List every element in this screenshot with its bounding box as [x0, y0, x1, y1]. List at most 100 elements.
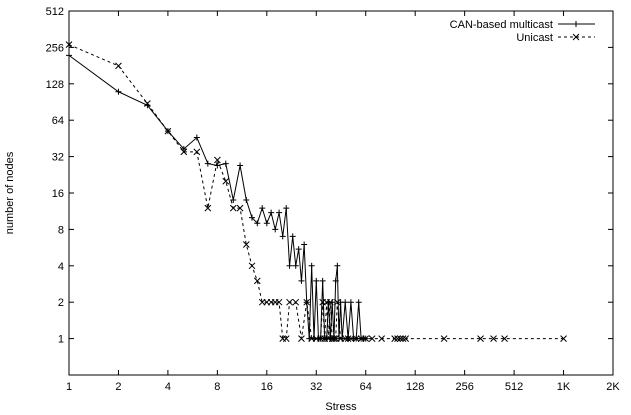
data-point-unicast: [440, 335, 448, 342]
data-point-unicast: [344, 335, 352, 342]
x-tick-label: 128: [406, 381, 424, 393]
data-point-unicast: [214, 156, 221, 164]
data-point-can-multicast: [332, 277, 339, 284]
data-point-unicast: [330, 335, 338, 342]
data-point-unicast: [347, 335, 355, 342]
data-point-unicast: [242, 241, 250, 248]
data-point-unicast: [275, 298, 283, 306]
data-point-unicast: [65, 41, 73, 48]
data-point-can-multicast: [319, 277, 326, 284]
data-point-unicast: [327, 298, 334, 306]
y-tick-label: 512: [46, 6, 64, 18]
data-point-unicast: [303, 298, 311, 306]
legend-marker-can-multicast: [573, 21, 579, 27]
x-tick-label: 1: [66, 381, 72, 393]
data-point-unicast: [193, 148, 201, 156]
data-point-unicast: [253, 277, 261, 285]
data-point-can-multicast: [301, 241, 308, 248]
data-point-unicast: [501, 335, 508, 342]
data-point-can-multicast: [272, 226, 279, 233]
data-point-unicast: [286, 298, 293, 306]
data-point-unicast: [282, 335, 290, 342]
x-tick-label: 32: [310, 381, 322, 393]
data-point-unicast: [248, 262, 256, 270]
data-point-unicast: [164, 127, 172, 135]
data-point-can-multicast: [342, 299, 349, 306]
data-point-unicast: [352, 335, 360, 342]
legend-entry-can-multicast: CAN-based multicast: [450, 19, 595, 31]
legend-label-can-multicast: CAN-based multicast: [450, 19, 553, 31]
legend-marker-unicast: [572, 33, 580, 41]
data-point-can-multicast: [237, 162, 244, 169]
data-point-can-multicast: [289, 233, 296, 240]
data-point-can-multicast: [222, 160, 229, 167]
data-point-unicast: [560, 335, 567, 342]
x-tick-label: 64: [360, 381, 372, 393]
data-point-can-multicast: [243, 197, 250, 204]
data-point-can-multicast: [214, 162, 221, 169]
series-line-can-multicast: [68, 54, 366, 340]
data-point-unicast: [204, 204, 212, 212]
data-point-unicast: [180, 148, 188, 156]
x-tick-label: 16: [261, 381, 273, 393]
data-point-can-multicast: [279, 233, 286, 240]
data-point-can-multicast: [268, 209, 275, 216]
data-point-unicast: [368, 335, 376, 342]
data-point-unicast: [399, 335, 407, 342]
x-tick-label: 512: [505, 381, 523, 393]
data-point-unicast: [333, 298, 341, 306]
data-point-unicast: [402, 335, 410, 342]
x-tick-label: 4: [165, 381, 171, 393]
y-tick-label: 128: [46, 79, 64, 91]
data-point-can-multicast: [292, 262, 299, 269]
series-line-unicast: [68, 44, 564, 340]
x-tick-label: 8: [214, 381, 220, 393]
data-point-can-multicast: [115, 88, 122, 95]
data-point-unicast: [298, 335, 305, 342]
data-point-unicast: [236, 204, 244, 212]
data-point-can-multicast: [230, 197, 237, 204]
y-tick-label: 64: [52, 115, 64, 127]
x-tick-label: 2K: [606, 381, 620, 393]
legend-label-unicast: Unicast: [516, 32, 553, 44]
data-point-unicast: [292, 298, 300, 306]
data-point-can-multicast: [259, 205, 266, 212]
data-point-unicast: [332, 335, 340, 342]
y-tick-label: 4: [58, 261, 64, 273]
legend-entry-unicast: Unicast: [516, 32, 595, 44]
data-point-unicast: [378, 335, 386, 342]
data-point-can-multicast: [283, 205, 290, 212]
data-point-unicast: [222, 177, 230, 185]
data-point-can-multicast: [193, 134, 200, 141]
data-point-can-multicast: [355, 299, 362, 306]
data-point-unicast: [229, 204, 237, 212]
data-point-can-multicast: [313, 277, 320, 284]
x-tick-label: 256: [455, 381, 473, 393]
y-tick-label: 2: [58, 297, 64, 309]
data-point-can-multicast: [286, 262, 293, 269]
data-point-can-multicast: [308, 262, 315, 269]
data-point-unicast: [391, 335, 399, 342]
data-point-unicast: [144, 100, 151, 107]
data-point-can-multicast: [295, 246, 302, 253]
data-point-can-multicast: [254, 220, 261, 227]
y-tick-label: 16: [52, 188, 64, 200]
data-point-unicast: [341, 335, 349, 342]
data-point-can-multicast: [334, 262, 341, 269]
data-point-can-multicast: [276, 209, 283, 216]
data-point-unicast: [394, 335, 401, 342]
y-axis-label: number of nodes: [4, 151, 16, 234]
series-unicast: [65, 41, 567, 342]
data-point-can-multicast: [347, 299, 354, 306]
x-axis-label: Stress: [325, 401, 357, 413]
data-point-unicast: [490, 335, 497, 342]
data-point-unicast: [397, 335, 404, 342]
ticks: 1 2 4 8 16 32 64 128 256 512 1K 2K 1 2 4 8 16 32 64 128 256 5…: [46, 6, 621, 393]
y-tick-label: 32: [52, 152, 64, 164]
x-tick-label: 1K: [557, 381, 571, 393]
legend: CAN-based multicast Unicast: [450, 19, 595, 44]
series-layer: [65, 41, 567, 342]
data-point-can-multicast: [204, 160, 211, 167]
data-point-unicast: [362, 335, 370, 342]
